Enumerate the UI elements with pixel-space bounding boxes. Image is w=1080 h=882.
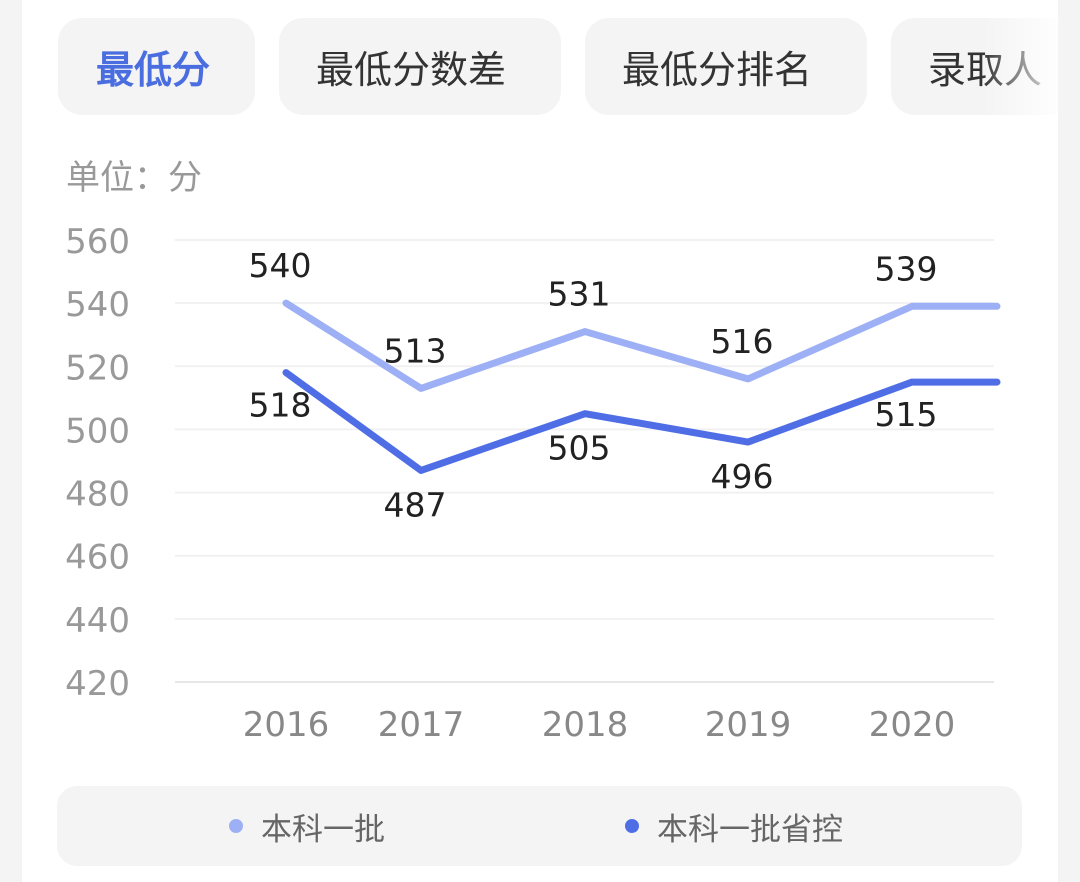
legend-marker-series-2 xyxy=(625,819,639,833)
data-label: 513 xyxy=(384,331,447,370)
data-label: 487 xyxy=(384,485,447,524)
x-tick-label: 2020 xyxy=(869,705,956,745)
data-label: 539 xyxy=(875,249,938,288)
data-label: 496 xyxy=(711,457,774,496)
line-chart: 420 440 460 480 500 520 540 560 2016 2017 2018 2019… xyxy=(65,222,1001,745)
data-label: 516 xyxy=(711,322,774,361)
y-tick-label: 560 xyxy=(65,222,130,262)
x-tick-label: 2017 xyxy=(378,705,465,745)
series-line-1 xyxy=(282,299,1001,392)
legend-item-series-1[interactable]: 本科一批 xyxy=(229,786,385,866)
data-label: 531 xyxy=(548,275,611,314)
y-tick-label: 480 xyxy=(65,475,130,515)
data-label: 515 xyxy=(875,395,938,434)
y-tick-label: 540 xyxy=(65,285,130,325)
data-label: 518 xyxy=(249,386,312,425)
legend-label-series-1: 本科一批 xyxy=(261,811,385,848)
tab-min-score-rank[interactable]: 最低分排名 xyxy=(585,18,867,115)
x-tick-label: 2016 xyxy=(243,705,330,745)
x-tick-label: 2018 xyxy=(542,705,629,745)
legend-marker-series-1 xyxy=(229,819,243,833)
data-label: 505 xyxy=(548,429,611,468)
x-tick-label: 2019 xyxy=(705,705,792,745)
y-tick-label: 520 xyxy=(65,348,130,388)
y-tick-label: 440 xyxy=(65,601,130,641)
tab-min-score-diff[interactable]: 最低分数差 xyxy=(279,18,561,115)
legend-label-series-2: 本科一批省控 xyxy=(657,811,843,848)
legend-item-series-2[interactable]: 本科一批省控 xyxy=(625,786,843,866)
score-card: 最低分 最低分数差 最低分排名 录取人 单位：分 420 440 460 480 500… xyxy=(22,0,1058,882)
y-tick-label: 460 xyxy=(65,538,130,578)
y-tick-label: 500 xyxy=(65,411,130,451)
unit-label: 单位：分 xyxy=(66,158,202,198)
y-tick-label: 420 xyxy=(65,664,130,704)
chart-legend: 本科一批 本科一批省控 xyxy=(57,786,1022,866)
data-label: 540 xyxy=(249,246,312,285)
tab-min-score[interactable]: 最低分 xyxy=(58,18,255,115)
series-line-2 xyxy=(282,369,1001,474)
